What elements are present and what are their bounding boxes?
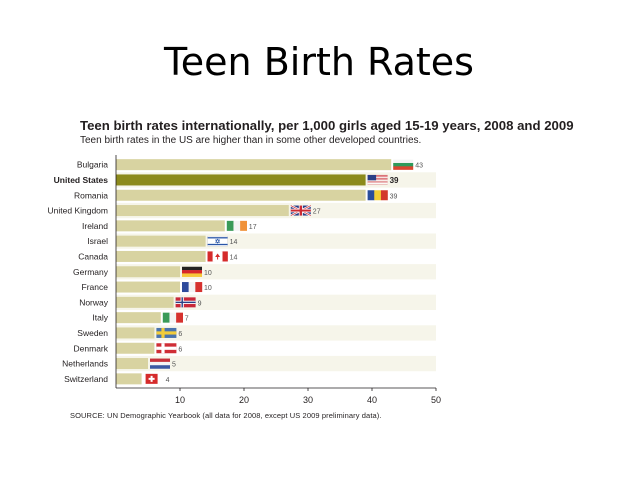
row-band	[116, 355, 436, 372]
bar-sweden	[116, 327, 155, 339]
canada-flag-icon	[207, 251, 228, 262]
bar-united-kingdom	[116, 205, 289, 217]
bar-france	[116, 281, 180, 293]
chart-source: SOURCE: UN Demographic Yearbook (all dat…	[70, 411, 382, 420]
norway-flag-icon	[175, 297, 196, 308]
bar-ireland	[116, 220, 225, 232]
bar-canada	[116, 250, 206, 262]
row-band	[116, 325, 436, 341]
x-tick-label: 10	[175, 395, 185, 405]
value-label: 17	[249, 224, 257, 231]
category-label: France	[82, 282, 109, 292]
value-label: 14	[230, 254, 238, 261]
value-label: 9	[198, 300, 202, 307]
chart-title: Teen birth rates internationally, per 1,…	[80, 118, 574, 133]
category-label: Denmark	[74, 343, 109, 353]
sweden-flag-icon	[156, 327, 177, 338]
bar-denmark	[116, 342, 155, 354]
france-flag-icon	[182, 282, 203, 293]
category-label: Bulgaria	[77, 160, 108, 170]
category-label: Germany	[73, 267, 109, 277]
bar-bulgaria	[116, 159, 392, 171]
category-label: Switzerland	[64, 374, 108, 384]
x-tick-label: 40	[367, 395, 377, 405]
category-label: United States	[54, 175, 109, 185]
value-label: 5	[172, 362, 176, 369]
category-label: Ireland	[82, 221, 108, 231]
category-label: Norway	[79, 297, 109, 307]
bar-romania	[116, 189, 366, 201]
value-label: 39	[390, 176, 399, 185]
row-band	[116, 294, 436, 310]
value-label: 10	[204, 270, 212, 277]
value-label: 39	[390, 193, 398, 200]
israel-flag-icon	[207, 235, 228, 247]
category-label: Romania	[74, 190, 108, 200]
bulgaria-flag-icon	[393, 159, 414, 170]
bar-united-states	[116, 174, 366, 186]
netherlands-flag-icon	[150, 358, 170, 369]
category-label: Netherlands	[62, 359, 108, 369]
bar-switzerland	[116, 373, 142, 385]
bar-netherlands	[116, 358, 148, 370]
category-label: Italy	[92, 313, 108, 323]
x-tick-label: 50	[431, 395, 441, 405]
italy-flag-icon	[162, 312, 183, 323]
value-label: 27	[313, 209, 321, 216]
value-label: 10	[204, 285, 212, 292]
usa-flag-icon	[367, 174, 388, 185]
category-label: Canada	[78, 251, 108, 261]
bar-israel	[116, 235, 206, 247]
ireland-flag-icon	[226, 220, 247, 231]
denmark-flag-icon	[156, 343, 177, 354]
x-tick-label: 20	[239, 395, 249, 405]
switzerland-flag-icon	[145, 373, 158, 384]
value-label: 14	[230, 239, 238, 246]
uk-flag-icon	[290, 204, 312, 217]
value-label: 6	[178, 331, 182, 338]
value-label: 6	[178, 346, 182, 353]
category-label: Sweden	[77, 328, 108, 338]
slide-title: Teen Birth Rates	[164, 40, 474, 84]
germany-flag-icon	[182, 266, 202, 277]
value-label: 43	[415, 163, 423, 170]
bar-italy	[116, 312, 161, 324]
category-label: United Kingdom	[48, 206, 108, 216]
bar-germany	[116, 266, 180, 278]
value-label: 4	[166, 377, 170, 384]
x-tick-label: 30	[303, 395, 313, 405]
bar-norway	[116, 296, 174, 308]
romania-flag-icon	[367, 190, 388, 201]
chart-subtitle: Teen birth rates in the US are higher th…	[80, 135, 422, 146]
category-label: Israel	[87, 236, 108, 246]
value-label: 7	[185, 316, 189, 323]
